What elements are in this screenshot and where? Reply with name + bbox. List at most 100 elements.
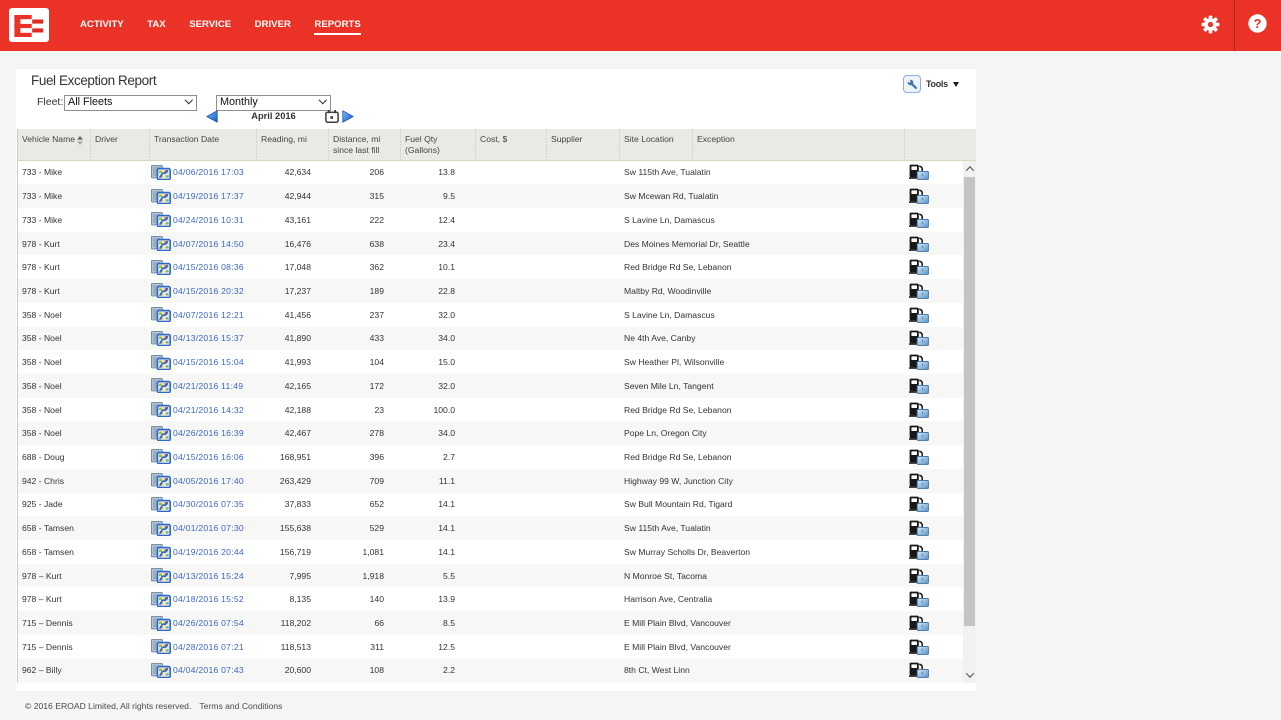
cell-distance: 1,081 (362, 546, 384, 557)
help-button[interactable]: ? (1248, 14, 1267, 33)
transaction-date-link[interactable]: 04/28/2016 07:21 (173, 641, 244, 652)
map-view-icon[interactable] (151, 279, 171, 303)
fuel-receipt-icon[interactable] (909, 327, 929, 351)
transaction-date-link[interactable]: 04/21/2016 14:32 (173, 404, 244, 415)
map-view-icon[interactable] (151, 398, 171, 422)
map-view-icon[interactable] (151, 493, 171, 517)
map-view-icon[interactable] (151, 184, 171, 208)
transaction-date-link[interactable]: 04/13/2016 15:24 (173, 570, 244, 581)
map-view-icon[interactable] (151, 350, 171, 374)
map-view-icon[interactable] (151, 255, 171, 279)
transaction-date-link[interactable]: 04/19/2016 20:44 (173, 546, 244, 557)
transaction-date-link[interactable]: 04/15/2016 16:06 (173, 451, 244, 462)
report-card: Fuel Exception Report Fleet: All Fleets … (16, 69, 976, 691)
transaction-date-link[interactable]: 04/24/2016 10:31 (173, 214, 244, 225)
fuel-receipt-icon[interactable] (909, 540, 929, 564)
fuel-receipt-icon[interactable] (909, 161, 929, 185)
nav-item-driver[interactable]: DRIVER (254, 19, 291, 30)
map-view-icon[interactable] (151, 232, 171, 256)
fuel-receipt-icon[interactable] (909, 469, 929, 493)
fuel-receipt-icon[interactable] (909, 493, 929, 517)
terms-link[interactable]: Terms and Conditions (199, 701, 283, 711)
cell-distance: 189 (369, 285, 384, 296)
scrollbar-thumb[interactable] (964, 177, 975, 626)
cell-vehicle-name: 733 - Mike (22, 214, 63, 225)
fuel-receipt-icon[interactable] (909, 398, 929, 422)
transaction-date-link[interactable]: 04/26/2016 16:39 (173, 428, 244, 439)
map-view-icon[interactable] (151, 303, 171, 327)
next-month-button[interactable] (342, 110, 355, 123)
map-view-icon[interactable] (151, 445, 171, 469)
col-header-vehicle-name[interactable]: Vehicle Name (22, 134, 76, 144)
map-view-icon[interactable] (151, 635, 171, 659)
nav-item-tax[interactable]: TAX (147, 19, 166, 30)
fuel-receipt-icon[interactable] (909, 208, 929, 232)
map-view-icon[interactable] (151, 208, 171, 232)
map-view-icon[interactable] (151, 659, 171, 683)
fuel-receipt-icon[interactable] (909, 255, 929, 279)
fuel-receipt-icon[interactable] (909, 659, 929, 683)
transaction-date-link[interactable]: 04/15/2016 08:36 (173, 262, 244, 273)
map-view-icon[interactable] (151, 421, 171, 445)
fuel-receipt-icon[interactable] (909, 516, 929, 540)
map-view-icon[interactable] (151, 564, 171, 588)
cell-distance: 222 (369, 214, 384, 225)
nav-item-activity[interactable]: ACTIVITY (80, 19, 124, 30)
column-separator (692, 129, 693, 160)
page-footer: © 2016 EROAD Limited, All rights reserve… (0, 691, 1281, 720)
transaction-date-link[interactable]: 04/21/2016 11:49 (173, 380, 244, 391)
settings-button[interactable] (1201, 15, 1220, 34)
map-view-icon[interactable] (151, 161, 171, 185)
cell-vehicle-name: 925 - Jade (22, 499, 63, 510)
fuel-receipt-icon[interactable] (909, 374, 929, 398)
sort-icon[interactable] (77, 136, 83, 145)
cell-fuel-qty: 15.0 (438, 357, 455, 368)
transaction-date-link[interactable]: 04/19/2016 17:37 (173, 191, 244, 202)
transaction-date-link[interactable]: 04/18/2016 15:52 (173, 594, 244, 605)
transaction-date-link[interactable]: 04/13/2016 15:37 (173, 333, 244, 344)
fuel-receipt-icon[interactable] (909, 635, 929, 659)
transaction-date-link[interactable]: 04/07/2016 14:50 (173, 238, 244, 249)
fuel-receipt-icon[interactable] (909, 611, 929, 635)
transaction-date-link[interactable]: 04/04/2016 07:43 (173, 665, 244, 676)
transaction-date-link[interactable]: 04/26/2016 07:54 (173, 618, 244, 629)
prev-month-button[interactable] (205, 110, 218, 123)
map-view-icon[interactable] (151, 611, 171, 635)
transaction-date-link[interactable]: 04/06/2016 17:03 (173, 167, 244, 178)
map-view-icon[interactable] (151, 540, 171, 564)
scroll-up-button[interactable] (963, 160, 976, 177)
fuel-receipt-icon[interactable] (909, 587, 929, 611)
fleet-select[interactable]: All Fleets (64, 94, 197, 111)
cell-site-location: N Monroe St, Tacoma (624, 570, 707, 581)
fuel-receipt-icon[interactable] (909, 564, 929, 588)
fuel-receipt-icon[interactable] (909, 303, 929, 327)
fuel-receipt-icon[interactable] (909, 232, 929, 256)
cell-site-location: Sw Bull Mountain Rd, Tigard (624, 499, 733, 510)
fuel-receipt-icon[interactable] (909, 279, 929, 303)
transaction-date-link[interactable]: 04/15/2016 15:04 (173, 357, 244, 368)
nav-item-reports[interactable]: REPORTS (314, 0, 362, 51)
scrollbar-track[interactable] (963, 177, 976, 667)
map-view-icon[interactable] (151, 469, 171, 493)
tools-button[interactable]: Tools (903, 74, 959, 94)
map-view-icon[interactable] (151, 374, 171, 398)
fuel-receipt-icon[interactable] (909, 421, 929, 445)
nav-item-service[interactable]: SERVICE (189, 19, 232, 30)
transaction-date-link[interactable]: 04/15/2016 20:32 (173, 285, 244, 296)
column-separator (90, 129, 91, 160)
fuel-receipt-icon[interactable] (909, 445, 929, 469)
scroll-down-button[interactable] (963, 666, 976, 683)
fuel-receipt-icon[interactable] (909, 184, 929, 208)
transaction-date-link[interactable]: 04/05/2016 17:40 (173, 475, 244, 486)
calendar-button[interactable] (325, 110, 339, 123)
map-view-icon[interactable] (151, 327, 171, 351)
transaction-date-link[interactable]: 04/01/2016 07:30 (173, 523, 244, 534)
transaction-date-link[interactable]: 04/07/2016 12:21 (173, 309, 244, 320)
map-view-icon[interactable] (151, 516, 171, 540)
eroad-logo[interactable] (9, 8, 49, 42)
period-select[interactable]: Monthly (216, 94, 331, 111)
wrench-icon (903, 75, 921, 93)
map-view-icon[interactable] (151, 587, 171, 611)
fuel-receipt-icon[interactable] (909, 350, 929, 374)
transaction-date-link[interactable]: 04/30/2016 07:35 (173, 499, 244, 510)
